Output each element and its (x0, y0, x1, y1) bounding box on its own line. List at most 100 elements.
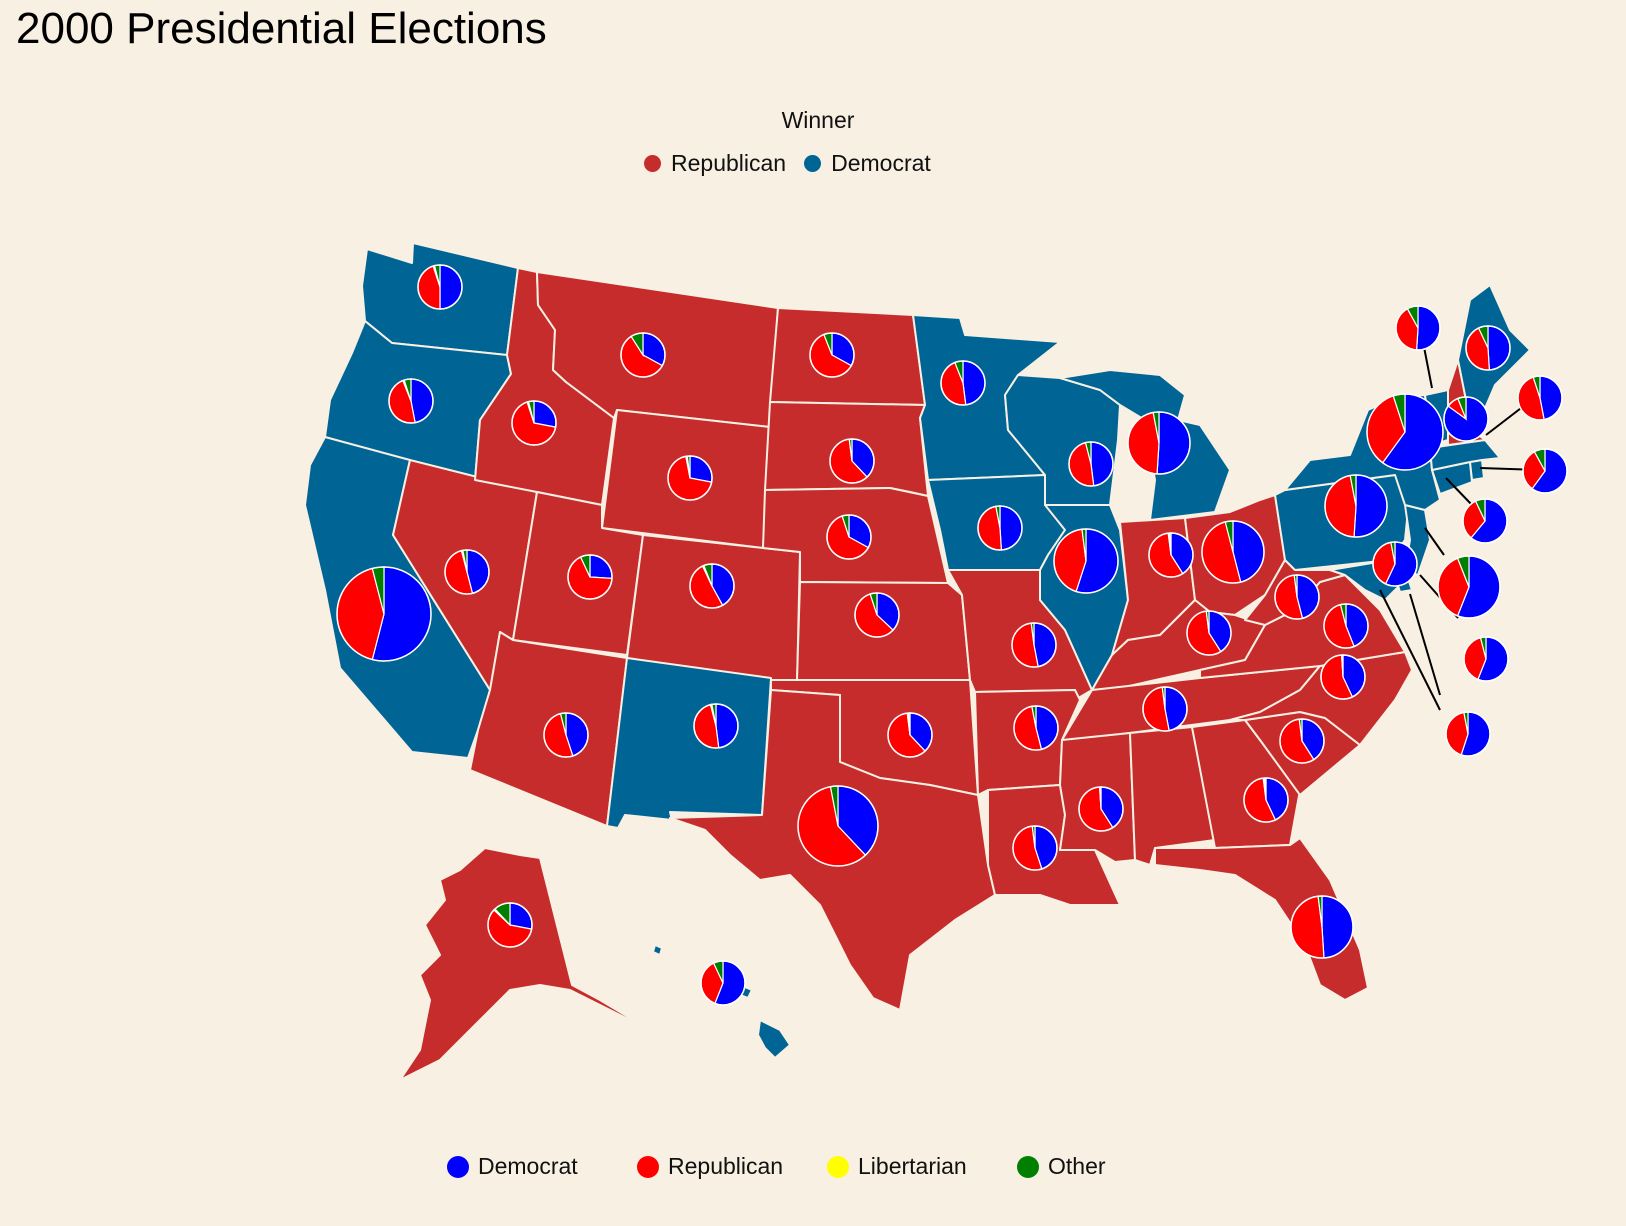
pie-ar[interactable] (1013, 705, 1059, 751)
pie-ok[interactable] (887, 712, 933, 758)
pie-outline-hi (700, 960, 746, 1006)
pie-ky[interactable] (1186, 610, 1232, 656)
pie-wi[interactable] (1068, 441, 1114, 487)
pie-outline-nc (1320, 654, 1366, 700)
pie-outline-ar (1013, 705, 1059, 751)
pie-nh[interactable] (1517, 375, 1563, 421)
pie-outline-ok (887, 712, 933, 758)
pie-nj[interactable] (1463, 636, 1509, 682)
page-title: 2000 Presidential Elections (16, 4, 547, 53)
pie-outline-ga (1243, 777, 1289, 823)
pie-outline-ny (1366, 393, 1444, 471)
legend-item-libertarian[interactable]: Libertarian (827, 1153, 1017, 1180)
pie-tn[interactable] (1142, 686, 1188, 732)
pie-il[interactable] (1053, 528, 1119, 594)
pie-md[interactable] (1372, 541, 1418, 587)
democrat-swatch (804, 155, 822, 172)
pie-outline-tn (1142, 686, 1188, 732)
pie-nc[interactable] (1320, 654, 1366, 700)
pie-sd[interactable] (829, 438, 875, 484)
pie-ri[interactable] (1462, 498, 1508, 544)
pie-mo[interactable] (1011, 622, 1057, 668)
pie-sc[interactable] (1279, 718, 1325, 764)
pie-outline-nm (693, 703, 739, 749)
pie-nd[interactable] (809, 332, 855, 378)
legend-item-republican-party[interactable]: Republican (637, 1153, 827, 1180)
pie-ia[interactable] (977, 505, 1023, 551)
state-nm[interactable] (606, 657, 772, 829)
pie-outline-nh (1517, 375, 1563, 421)
pie-outline-ri (1462, 498, 1508, 544)
state-mi[interactable] (1059, 369, 1231, 521)
pie-ca[interactable] (336, 566, 432, 662)
pie-outline-md (1372, 541, 1418, 587)
legend-item-republican[interactable]: Republican (644, 150, 786, 177)
pie-mn[interactable] (940, 360, 986, 406)
pie-dc[interactable] (1443, 396, 1489, 442)
pie-outline-de (1445, 711, 1491, 757)
pie-ma[interactable] (1522, 448, 1568, 494)
pie-pa[interactable] (1324, 474, 1388, 538)
pie-co[interactable] (689, 563, 735, 609)
pie-outline-me (1465, 325, 1511, 371)
pie-id[interactable] (511, 400, 557, 446)
pie-tx[interactable] (797, 785, 879, 867)
pie-la[interactable] (1012, 825, 1058, 871)
legend-label-republican-party: Republican (668, 1153, 784, 1179)
libertarian-swatch (827, 1155, 849, 1178)
legend-item-other[interactable]: Other (1017, 1153, 1207, 1180)
pie-ak[interactable] (487, 902, 533, 948)
pie-nv[interactable] (444, 549, 490, 595)
pie-fl[interactable] (1290, 895, 1354, 959)
pie-hi[interactable] (700, 960, 746, 1006)
pie-ut[interactable] (567, 554, 613, 600)
state-fl[interactable] (1154, 837, 1369, 1001)
pie-outline-ky (1186, 610, 1232, 656)
party-legend: Democrat Republican Libertarian Other (447, 1153, 1207, 1180)
pie-outline-tx (797, 785, 879, 867)
pie-ks[interactable] (854, 592, 900, 638)
pie-outline-ca (336, 566, 432, 662)
pie-nm[interactable] (693, 703, 739, 749)
pie-oh[interactable] (1201, 520, 1265, 584)
pie-outline-ma (1522, 448, 1568, 494)
pie-ct[interactable] (1437, 555, 1501, 619)
state-nc[interactable] (1229, 651, 1413, 746)
pie-outline-il (1053, 528, 1119, 594)
pie-outline-ks (854, 592, 900, 638)
state-ak[interactable] (399, 847, 651, 1081)
other-swatch (1017, 1155, 1039, 1178)
pie-vt[interactable] (1395, 305, 1441, 351)
pie-wa[interactable] (417, 264, 463, 310)
callout-line-ct (1424, 527, 1445, 556)
pie-outline-nd (809, 332, 855, 378)
pie-outline-in (1148, 532, 1194, 578)
pie-ny[interactable] (1366, 393, 1444, 471)
pie-outline-ne (826, 514, 872, 560)
pie-de[interactable] (1445, 711, 1491, 757)
pie-az[interactable] (543, 712, 589, 758)
pie-va[interactable] (1323, 603, 1369, 649)
pie-layer (336, 264, 1568, 1006)
pie-outline-co (689, 563, 735, 609)
pie-wy[interactable] (667, 455, 713, 501)
callout-line-vt (1423, 346, 1433, 389)
pie-me[interactable] (1465, 325, 1511, 371)
pie-mt[interactable] (620, 332, 666, 378)
pie-mi[interactable] (1127, 411, 1191, 475)
pie-or[interactable] (388, 378, 434, 424)
state-ri[interactable] (1469, 459, 1485, 481)
pie-ms[interactable] (1078, 786, 1124, 832)
callout-line-md (1379, 589, 1441, 711)
callout-line-nh (1485, 404, 1526, 436)
winner-legend: Republican Democrat (644, 150, 931, 177)
pie-wv[interactable] (1274, 574, 1320, 620)
pie-outline-ms (1078, 786, 1124, 832)
legend-item-democrat[interactable]: Democrat (804, 150, 931, 177)
pie-ne[interactable] (826, 514, 872, 560)
pie-in[interactable] (1148, 532, 1194, 578)
pie-ga[interactable] (1243, 777, 1289, 823)
pie-outline-wi (1068, 441, 1114, 487)
republican-party-swatch (637, 1155, 659, 1178)
legend-item-democrat-party[interactable]: Democrat (447, 1153, 637, 1180)
